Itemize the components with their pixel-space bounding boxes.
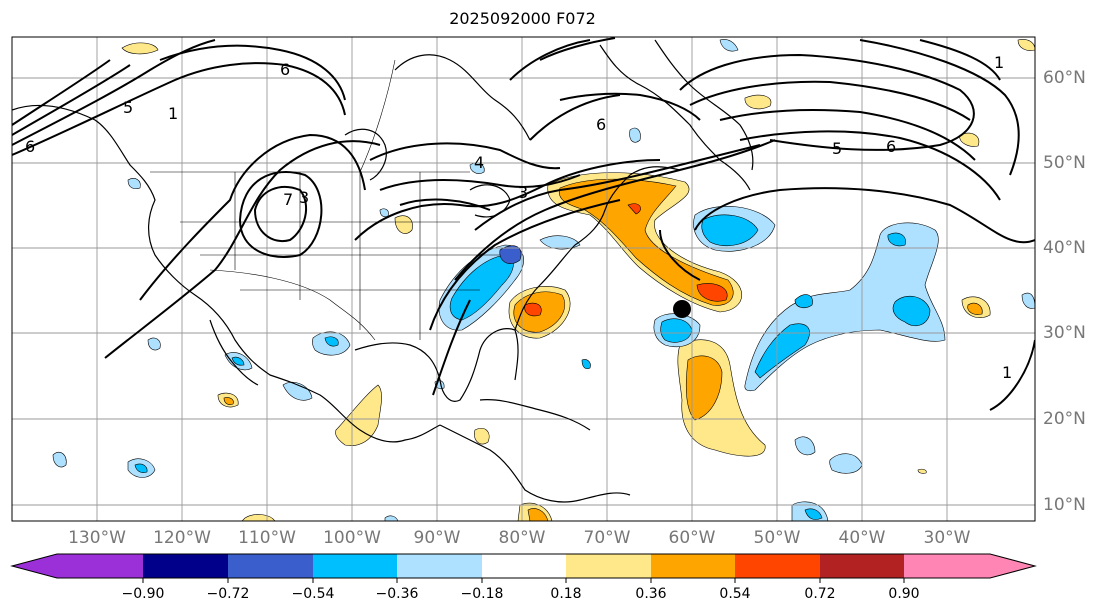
lon-label: 90°W (413, 528, 461, 548)
contour-label: 3 (299, 188, 309, 207)
colorbar-tick: 0.54 (719, 586, 751, 602)
lat-label: 50°N (1043, 153, 1086, 173)
lon-label: 40°W (838, 528, 886, 548)
lon-label: 130°W (68, 528, 126, 548)
contour-label: 6 (886, 137, 896, 156)
lat-label: 30°N (1043, 323, 1086, 343)
contour-label: 1 (168, 104, 178, 123)
coastlines (12, 39, 754, 503)
lon-label: 70°W (583, 528, 631, 548)
lat-label: 40°N (1043, 238, 1086, 258)
colorbar-tick: −0.18 (460, 586, 504, 602)
contour-label: 5 (123, 98, 133, 117)
contour-label: 6 (596, 115, 606, 134)
colorbar (10, 553, 1037, 583)
lon-label: 30°W (923, 528, 971, 548)
map-title: 2025092000 F072 (449, 9, 596, 28)
colorbar-tick: 0.90 (888, 586, 920, 602)
lat-label: 10°N (1043, 495, 1086, 515)
lat-label: 60°N (1043, 68, 1086, 88)
contour-labels: 6 5 1 6 7 3 4 3 6 5 6 1 1 (25, 53, 1012, 382)
colorbar-tick: −0.72 (206, 586, 250, 602)
contour-label: 7 (283, 190, 293, 209)
colorbar-tick: −0.36 (375, 586, 419, 602)
contour-label: 5 (832, 139, 842, 158)
lon-label: 120°W (153, 528, 211, 548)
lon-label: 110°W (238, 528, 296, 548)
contours (12, 37, 1035, 411)
storm-position-marker (673, 300, 691, 318)
lon-label: 100°W (323, 528, 381, 548)
contour-label: 6 (25, 137, 35, 156)
map-border (11, 36, 1036, 522)
colorbar-tick: 0.36 (635, 586, 667, 602)
contour-label: 4 (474, 153, 484, 172)
lon-label: 80°W (498, 528, 546, 548)
colorbar-tick: −0.54 (291, 586, 335, 602)
contour-label: 1 (1002, 363, 1012, 382)
colorbar-tick: 0.18 (550, 586, 582, 602)
colorbar-max-extend (990, 554, 1035, 578)
contour-label: 6 (280, 60, 290, 79)
lon-label: 60°W (668, 528, 716, 548)
colorbar-tick: −0.90 (121, 586, 165, 602)
contour-label: 3 (518, 183, 528, 202)
lon-label: 50°W (753, 528, 801, 548)
colorbar-tick: 0.72 (804, 586, 836, 602)
lat-label: 20°N (1043, 409, 1086, 429)
colorbar-min-extend (12, 554, 57, 578)
contour-label: 1 (994, 53, 1004, 72)
graticule (12, 37, 1035, 521)
